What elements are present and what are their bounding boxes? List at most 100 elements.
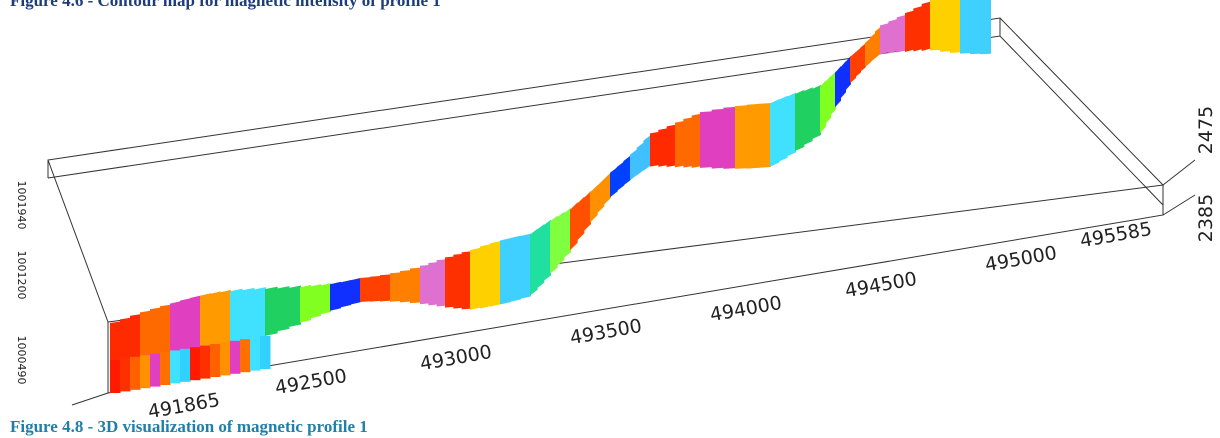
voxel (795, 90, 804, 151)
voxel (735, 105, 748, 169)
voxel (462, 251, 471, 309)
voxel (617, 161, 625, 191)
voxel (747, 104, 760, 169)
figure: Figure 4.6 - Contour map for magnetic in… (0, 0, 1220, 438)
voxel (480, 244, 491, 308)
voxel (700, 111, 713, 168)
voxel (410, 268, 421, 304)
voxel (603, 172, 611, 205)
voxel (577, 197, 585, 241)
voxel (330, 282, 341, 311)
voxel (543, 220, 551, 282)
voxel-front (210, 344, 221, 377)
y-tick-label: 1000490 (15, 336, 28, 385)
voxel (320, 283, 331, 314)
voxel (370, 276, 381, 302)
voxel-front (240, 339, 251, 372)
voxel (340, 280, 351, 307)
voxel (658, 128, 667, 167)
voxel (597, 179, 605, 214)
x-tick-label: 493500 (568, 315, 643, 349)
voxel-front (130, 357, 141, 390)
voxel (510, 236, 521, 302)
voxel (470, 248, 481, 310)
x-tick-label: 494000 (708, 292, 783, 326)
x-tick-label: 492500 (273, 365, 348, 399)
voxel (787, 93, 796, 157)
voxel-front (120, 358, 131, 391)
y-tick-label: 1001940 (15, 181, 28, 230)
voxel (770, 99, 779, 166)
voxel (778, 96, 787, 162)
voxel (537, 224, 545, 289)
voxel-front (260, 336, 271, 369)
voxel (583, 191, 591, 232)
voxel (630, 149, 638, 180)
voxel (242, 288, 255, 345)
voxel (712, 109, 725, 169)
voxel (277, 286, 290, 331)
voxel-front (180, 349, 191, 382)
voxel (667, 125, 676, 167)
voxel-band (110, 0, 991, 393)
voxel (643, 135, 651, 171)
voxel-front (220, 342, 231, 375)
voxel (253, 287, 266, 340)
voxel (590, 185, 598, 223)
x-tick-label: 495585 (1078, 218, 1153, 252)
voxel (570, 202, 578, 250)
voxel (913, 6, 922, 52)
voxel-front (230, 341, 241, 374)
voxel (683, 117, 692, 167)
voxel (445, 257, 454, 308)
voxel (390, 272, 401, 301)
voxel (420, 265, 429, 304)
voxel (490, 241, 501, 307)
voxel (288, 286, 301, 327)
voxel (557, 212, 565, 266)
voxel (300, 285, 311, 323)
voxel (650, 132, 659, 167)
voxel (922, 2, 931, 51)
voxel (400, 270, 411, 302)
voxel (637, 142, 645, 175)
voxel (350, 278, 361, 305)
voxel (520, 234, 531, 299)
voxel-front (150, 354, 161, 387)
voxel (530, 229, 538, 296)
voxel-front (160, 352, 171, 385)
caption-top: Figure 4.6 - Contour map for magnetic in… (10, 0, 441, 10)
voxel (310, 284, 321, 318)
voxel (675, 121, 684, 167)
voxel (880, 23, 889, 54)
voxel (930, 0, 941, 50)
voxel (980, 0, 991, 54)
voxel-front (170, 350, 181, 383)
voxel-front (190, 347, 201, 380)
x-tick-label: 493000 (418, 341, 493, 375)
voxel (428, 262, 437, 305)
voxel (360, 277, 371, 302)
voxel (897, 15, 906, 53)
voxel-front (140, 355, 151, 388)
voxel (500, 238, 511, 304)
voxel (905, 10, 914, 52)
y-tick-label: 1001200 (15, 251, 28, 300)
voxel (812, 85, 821, 139)
voxel (692, 114, 701, 168)
voxel (550, 216, 558, 274)
voxel (610, 167, 618, 197)
voxel (623, 155, 631, 185)
x-tick-label: 494500 (843, 268, 918, 302)
voxel (950, 0, 961, 53)
voxel (803, 87, 812, 145)
z-tick-label: 2475 (1195, 106, 1217, 154)
voxel (563, 208, 571, 258)
voxel (758, 103, 771, 168)
voxel-front (110, 360, 121, 393)
voxel (888, 19, 897, 53)
voxel (723, 107, 736, 169)
voxel-front (200, 346, 211, 379)
voxel (960, 0, 971, 54)
voxel-front (250, 338, 261, 371)
